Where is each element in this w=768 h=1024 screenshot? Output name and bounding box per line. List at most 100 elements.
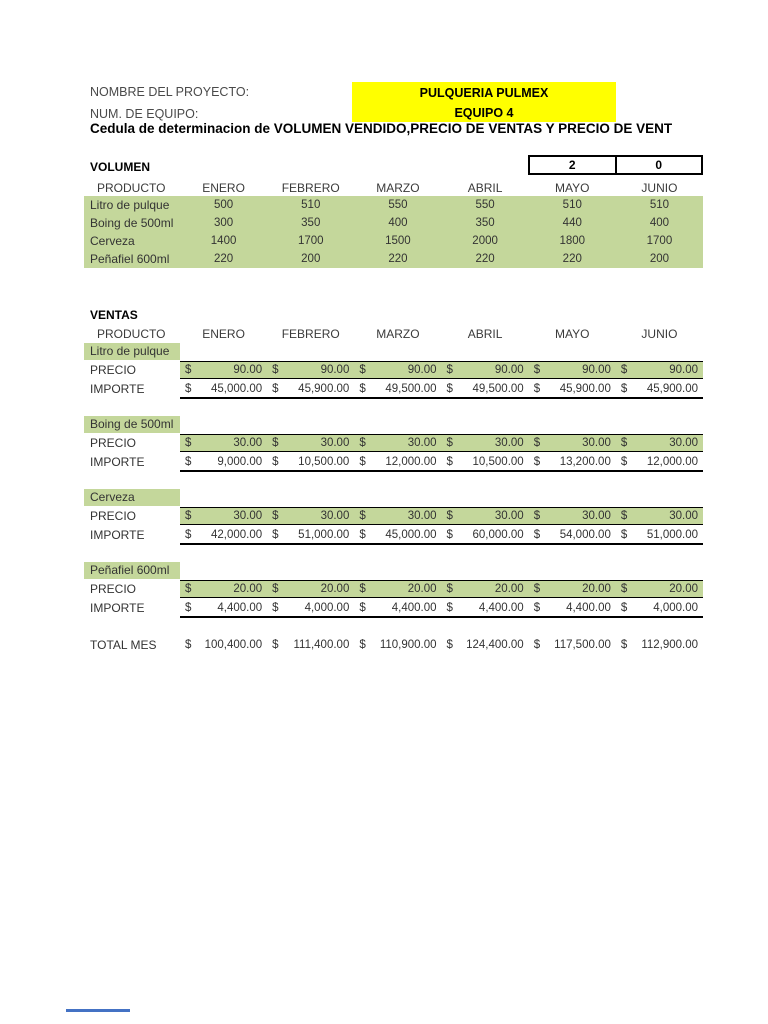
amount: 60,000.00 [472,528,524,541]
amount: 20.00 [407,583,437,595]
money-cell: $30.00 [354,508,441,524]
amount: 4,000.00 [304,601,350,614]
month-column-header: MARZO [376,181,420,195]
total-mes-label: TOTAL MES [90,638,157,652]
money-cell: $54,000.00 [529,526,616,543]
amount: 20.00 [494,583,524,595]
project-name-cell: PULQUERIA PULMEX [352,82,616,104]
volume-value-cell: 2000 [472,235,498,247]
currency-symbol: $ [446,583,453,595]
money-cell: $20.00 [180,581,267,597]
product-name-cell: Litro de pulque [90,198,170,212]
precio-row-label: PRECIO [90,509,137,523]
money-cell: $51,000.00 [267,526,354,543]
amount: 30.00 [407,437,437,449]
product-name-cell: Boing de 500ml [90,216,174,230]
currency-symbol: $ [359,455,366,468]
month-column-header: MAYO [555,327,590,341]
month-column-header: FEBRERO [281,327,340,341]
amount: 30.00 [233,437,263,449]
importe-row-label: IMPORTE [90,382,145,396]
volume-value-cell: 1700 [297,235,324,247]
month-column-header: ABRIL [467,181,503,195]
importe-row: $9,000.00 $10,500.00 $12,000.00 $10,500.00 $… [180,453,703,472]
currency-symbol: $ [446,437,453,449]
money-cell: $4,000.00 [267,599,354,616]
amount: 12,000.00 [646,455,699,468]
money-cell: $90.00 [354,362,441,378]
money-cell: $42,000.00 [180,526,267,543]
amount: 90.00 [233,364,263,376]
money-cell: $45,000.00 [180,380,267,397]
money-cell: $51,000.00 [616,526,703,543]
total-money-cell: $117,500.00 [529,636,616,653]
volume-value-cell: 400 [649,217,670,229]
month-column-header: ENERO [202,181,245,195]
money-cell: $45,000.00 [354,526,441,543]
product-column-header: PRODUCTO [97,181,166,195]
amount: 20.00 [233,583,263,595]
amount: 54,000.00 [559,528,611,541]
product-name-cell: Peñafiel 600ml [90,252,170,266]
currency-symbol: $ [359,437,366,449]
currency-symbol: $ [620,528,628,541]
importe-row: $45,000.00 $45,900.00 $49,500.00 $49,500.00… [180,380,703,399]
money-cell: $60,000.00 [442,526,529,543]
money-cell: $10,500.00 [267,453,354,470]
money-cell: $12,000.00 [616,453,703,470]
amount: 90.00 [669,364,699,376]
currency-symbol: $ [359,364,366,376]
amount: 90.00 [494,364,524,376]
currency-symbol: $ [185,583,192,595]
currency-symbol: $ [272,638,279,651]
currency-symbol: $ [533,364,541,376]
importe-row: $4,400.00 $4,000.00 $4,400.00 $4,400.00 $4,4… [180,599,703,618]
amount: 30.00 [669,510,699,522]
currency-symbol: $ [272,601,279,614]
team-number-value: EQUIPO 4 [454,106,514,120]
amount: 30.00 [669,437,699,449]
total-money-cell: $110,900.00 [354,636,441,653]
currency-symbol: $ [533,510,541,522]
currency-symbol: $ [620,583,628,595]
money-cell: $90.00 [616,362,703,378]
amount: 13,200.00 [559,455,611,468]
amount: 90.00 [407,364,437,376]
project-name-value: PULQUERIA PULMEX [419,86,549,100]
volume-value-cell: 550 [388,199,408,211]
amount: 30.00 [320,437,350,449]
amount: 30.00 [320,510,350,522]
volume-value-cell: 1500 [385,235,411,247]
volume-value-cell: 1800 [559,235,586,247]
volumen-column-header-row: PRODUCTO ENERO FEBRERO MARZO ABRIL MAYO JUNIO [0,181,768,197]
amount: 4,400.00 [391,601,437,614]
ventas-section-label: VENTAS [90,308,138,322]
money-cell: $4,000.00 [616,599,703,616]
month-column-header: ABRIL [467,327,503,341]
volume-value-cell: 510 [562,199,582,211]
currency-symbol: $ [185,382,192,395]
volume-value-cell: 510 [301,199,321,211]
amount: 20.00 [320,583,350,595]
precio-row: $20.00 $20.00 $20.00 $20.00 $20.00 $20.00 [180,580,703,598]
amount: 45,000.00 [211,382,263,395]
currency-symbol: $ [272,382,279,395]
volume-row: Boing de 500ml 300 350 400 350 440 400 [84,214,703,232]
money-cell: $30.00 [267,435,354,451]
volume-row: Peñafiel 600ml 220 200 220 220 220 200 [84,250,703,268]
volume-value-cell: 1400 [210,235,237,247]
total-mes-row: $100,400.00 $111,400.00 $110,900.00 $124,40… [180,636,703,653]
volume-value-cell: 500 [213,199,234,211]
currency-symbol: $ [359,510,366,522]
currency-symbol: $ [446,638,453,651]
month-column-header: ENERO [202,327,245,341]
precio-row: $30.00 $30.00 $30.00 $30.00 $30.00 $30.00 [180,434,703,452]
currency-symbol: $ [620,437,628,449]
volumen-table: Litro de pulque 500 510 550 550 510 510 Boing d… [84,196,703,268]
volume-value-cell: 200 [301,253,321,265]
money-cell: $90.00 [442,362,529,378]
total-money-cell: $100,400.00 [180,636,267,653]
total-money-cell: $112,900.00 [616,636,703,653]
money-cell: $90.00 [180,362,267,378]
money-cell: $4,400.00 [529,599,616,616]
